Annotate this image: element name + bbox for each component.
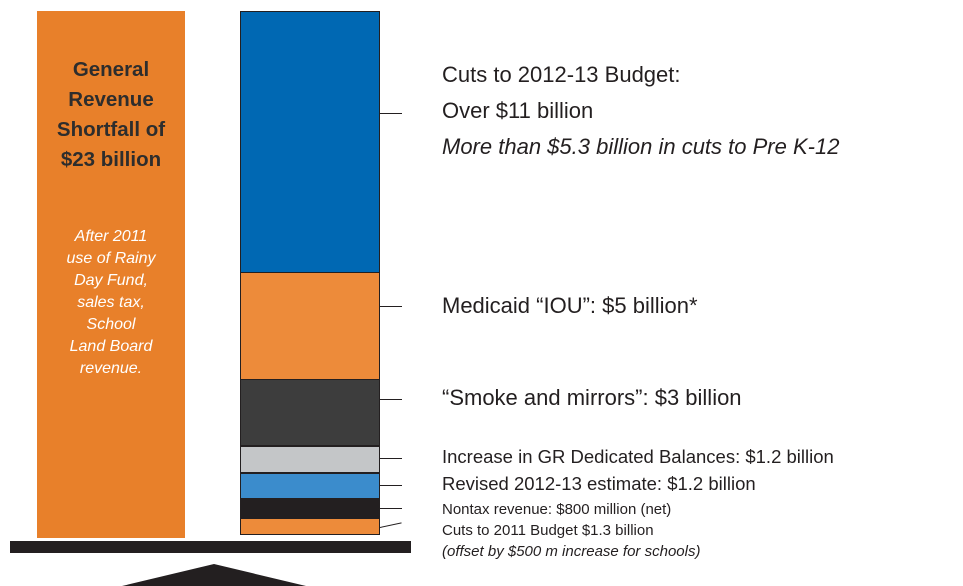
segment-cuts-2012-13 <box>240 11 380 273</box>
label-cuts-2012-13-note: More than $5.3 billion in cuts to Pre K-… <box>442 134 840 159</box>
segment-cuts-2011 <box>240 518 380 535</box>
shortfall-note: After 2011 use of Rainy Day Fund, sales … <box>37 226 185 380</box>
shortfall-title-line: Revenue <box>68 88 154 111</box>
segment-gr-dedicated <box>240 446 380 473</box>
leader-line <box>380 306 402 307</box>
label-nontax-revenue: Nontax revenue: $800 million (net) <box>442 501 672 518</box>
shortfall-note-line: revenue. <box>79 360 143 377</box>
shortfall-note-line: Land Board <box>69 338 153 355</box>
segment-revised-estimate <box>240 473 380 499</box>
shortfall-title-line: Shortfall of <box>56 118 166 141</box>
shortfall-note-line: After 2011 <box>74 228 148 245</box>
shortfall-note-line: Day Fund, <box>74 272 148 289</box>
shortfall-title-line: $23 billion <box>60 148 162 171</box>
label-medicaid-iou: Medicaid “IOU”: $5 billion* <box>442 293 698 318</box>
segment-smoke-mirrors <box>240 379 380 446</box>
leader-line <box>380 485 402 486</box>
label-gr-dedicated: Increase in GR Dedicated Balances: $1.2 … <box>442 446 834 467</box>
label-smoke-mirrors: “Smoke and mirrors”: $3 billion <box>442 385 742 410</box>
label-revised-estimate: Revised 2012-13 estimate: $1.2 billion <box>442 473 756 494</box>
shortfall-title-line: General <box>72 58 150 81</box>
label-cuts-2011: Cuts to 2011 Budget $1.3 billion <box>442 522 654 539</box>
shortfall-note-line: School <box>86 316 136 333</box>
revenue-shortfall-panel: General Revenue Shortfall of $23 billion… <box>37 11 185 538</box>
fulcrum-triangle <box>122 564 306 586</box>
balance-beam <box>10 541 411 553</box>
segment-nontax-revenue <box>240 499 380 518</box>
budget-stack <box>240 11 380 535</box>
leader-line <box>380 458 402 459</box>
leader-line <box>380 113 402 114</box>
segment-medicaid-iou <box>240 272 380 380</box>
shortfall-note-line: sales tax, <box>77 294 145 311</box>
leader-line <box>380 399 402 400</box>
label-cuts-2012-13: Cuts to 2012-13 Budget: <box>442 62 681 87</box>
label-cuts-2011-note: (offset by $500 m increase for schools) <box>442 543 701 560</box>
shortfall-note-line: use of Rainy <box>66 250 156 267</box>
shortfall-title: General Revenue Shortfall of $23 billion <box>37 55 185 175</box>
leader-line <box>380 508 402 509</box>
label-cuts-2012-13-amount: Over $11 billion <box>442 98 594 123</box>
leader-line <box>379 522 402 528</box>
